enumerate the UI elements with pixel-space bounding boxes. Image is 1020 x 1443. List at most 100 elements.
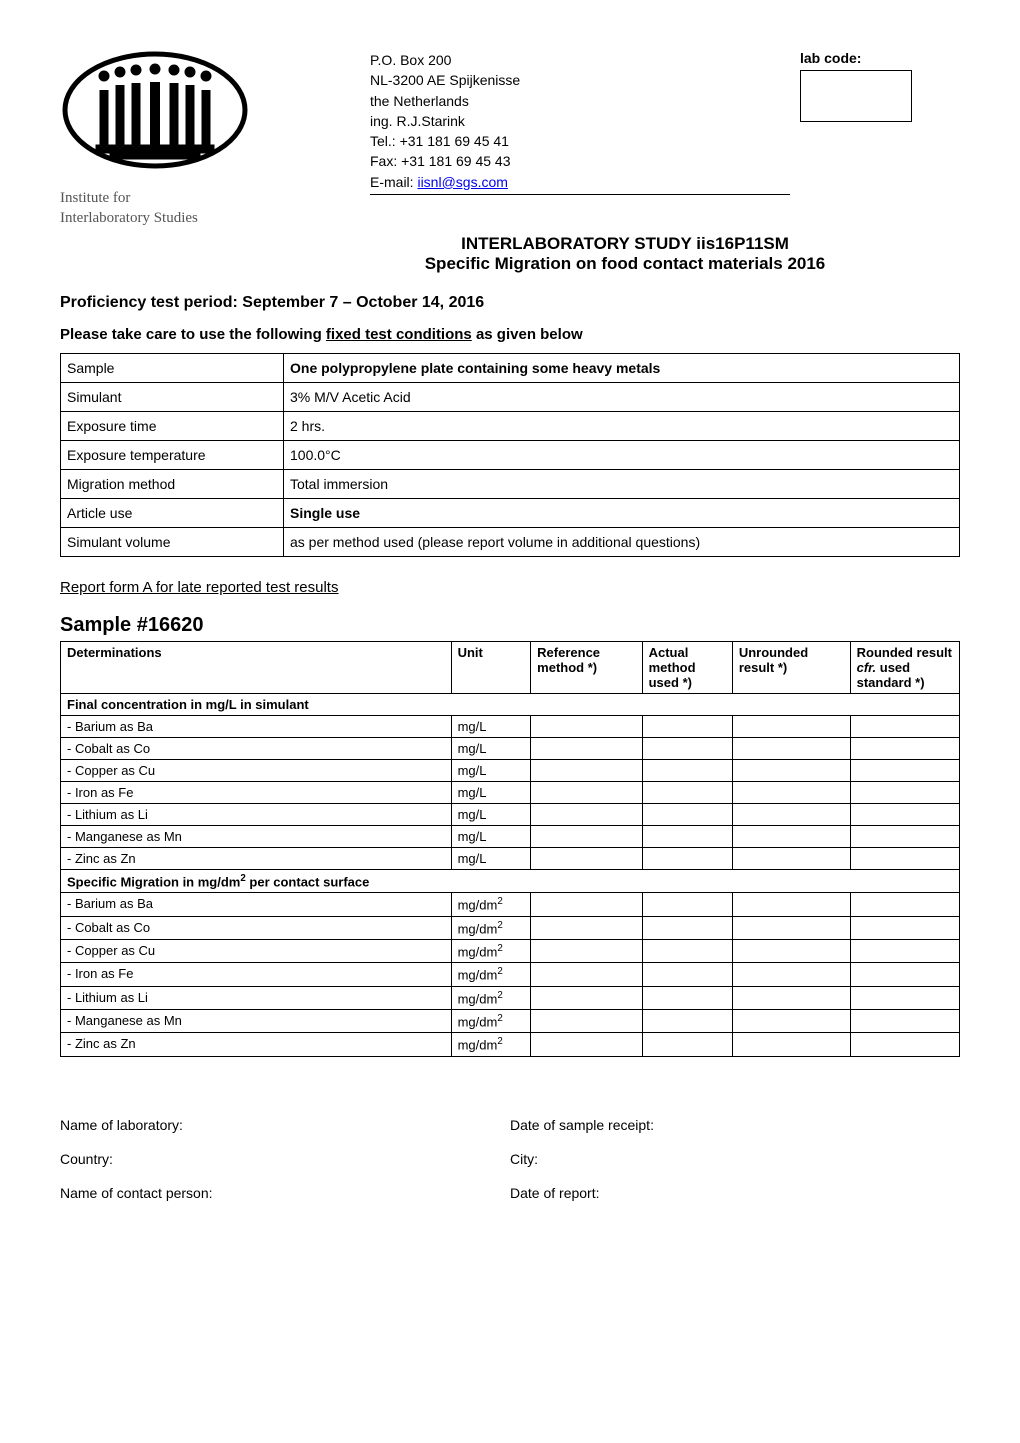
table-header-row: Determinations Unit Reference method *) … xyxy=(61,642,960,694)
footer-city: City: xyxy=(510,1151,960,1167)
addr-email-line: E-mail: iisnl@sgs.com xyxy=(370,172,790,192)
result-input-cell[interactable] xyxy=(732,782,850,804)
result-input-cell[interactable] xyxy=(531,738,642,760)
result-input-cell[interactable] xyxy=(850,1033,959,1056)
condition-value: 3% M/V Acetic Acid xyxy=(284,383,960,412)
determination-name: - Zinc as Zn xyxy=(61,848,452,870)
footer-contact: Name of contact person: xyxy=(60,1185,510,1201)
condition-key: Article use xyxy=(61,499,284,528)
addr-pobox: P.O. Box 200 xyxy=(370,50,790,70)
result-input-cell[interactable] xyxy=(642,1009,732,1032)
result-input-cell[interactable] xyxy=(850,893,959,916)
result-input-cell[interactable] xyxy=(642,848,732,870)
result-input-cell[interactable] xyxy=(642,963,732,986)
logo-block: Institute for Interlaboratory Studies xyxy=(60,50,290,228)
table-row: - Copper as Cumg/L xyxy=(61,760,960,782)
result-input-cell[interactable] xyxy=(642,782,732,804)
unit-cell: mg/dm2 xyxy=(451,1009,531,1032)
addr-fax: Fax: +31 181 69 45 43 xyxy=(370,151,790,171)
unit-cell: mg/L xyxy=(451,826,531,848)
email-link[interactable]: iisnl@sgs.com xyxy=(417,174,507,190)
result-input-cell[interactable] xyxy=(531,782,642,804)
unit-cell: mg/dm2 xyxy=(451,1033,531,1056)
result-input-cell[interactable] xyxy=(642,760,732,782)
result-input-cell[interactable] xyxy=(850,782,959,804)
condition-key: Exposure temperature xyxy=(61,441,284,470)
determination-name: - Cobalt as Co xyxy=(61,738,452,760)
condition-row: Exposure time2 hrs. xyxy=(61,412,960,441)
title-line2: Specific Migration on food contact mater… xyxy=(290,254,960,274)
labcode-input-box[interactable] xyxy=(800,70,912,122)
result-input-cell[interactable] xyxy=(642,1033,732,1056)
result-input-cell[interactable] xyxy=(732,738,850,760)
care-underline: fixed test conditions xyxy=(326,326,472,343)
determination-name: - Barium as Ba xyxy=(61,716,452,738)
condition-key: Exposure time xyxy=(61,412,284,441)
result-input-cell[interactable] xyxy=(732,986,850,1009)
addr-contact: ing. R.J.Starink xyxy=(370,111,790,131)
result-input-cell[interactable] xyxy=(732,963,850,986)
result-input-cell[interactable] xyxy=(850,716,959,738)
unit-cell: mg/L xyxy=(451,716,531,738)
result-input-cell[interactable] xyxy=(732,848,850,870)
condition-value: Total immersion xyxy=(284,470,960,499)
title-line1: INTERLABORATORY STUDY iis16P11SM xyxy=(290,234,960,254)
result-input-cell[interactable] xyxy=(732,826,850,848)
result-input-cell[interactable] xyxy=(642,916,732,939)
result-input-cell[interactable] xyxy=(732,760,850,782)
result-input-cell[interactable] xyxy=(531,760,642,782)
result-input-cell[interactable] xyxy=(531,916,642,939)
table-row: - Lithium as Limg/L xyxy=(61,804,960,826)
table-row: - Lithium as Limg/dm2 xyxy=(61,986,960,1009)
result-input-cell[interactable] xyxy=(850,760,959,782)
result-input-cell[interactable] xyxy=(732,893,850,916)
result-input-cell[interactable] xyxy=(732,1009,850,1032)
th-rounded: Rounded result cfr. used standard *) xyxy=(850,642,959,694)
sample-heading: Sample #16620 xyxy=(60,614,960,637)
result-input-cell[interactable] xyxy=(642,804,732,826)
result-input-cell[interactable] xyxy=(850,916,959,939)
table-row: - Barium as Bamg/dm2 xyxy=(61,893,960,916)
result-input-cell[interactable] xyxy=(642,738,732,760)
result-input-cell[interactable] xyxy=(531,893,642,916)
report-form-a-heading: Report form A for late reported test res… xyxy=(60,579,960,596)
result-input-cell[interactable] xyxy=(531,804,642,826)
condition-key: Sample xyxy=(61,354,284,383)
result-input-cell[interactable] xyxy=(850,848,959,870)
result-input-cell[interactable] xyxy=(732,804,850,826)
result-input-cell[interactable] xyxy=(642,716,732,738)
result-input-cell[interactable] xyxy=(642,986,732,1009)
condition-value: One polypropylene plate containing some … xyxy=(284,354,960,383)
result-input-cell[interactable] xyxy=(531,716,642,738)
determination-name: - Cobalt as Co xyxy=(61,916,452,939)
result-input-cell[interactable] xyxy=(531,1033,642,1056)
care-pre: Please take care to use the following xyxy=(60,326,326,343)
result-input-cell[interactable] xyxy=(850,939,959,962)
result-input-cell[interactable] xyxy=(850,986,959,1009)
result-input-cell[interactable] xyxy=(732,939,850,962)
result-input-cell[interactable] xyxy=(642,826,732,848)
result-input-cell[interactable] xyxy=(850,804,959,826)
result-input-cell[interactable] xyxy=(531,1009,642,1032)
determination-name: - Iron as Fe xyxy=(61,963,452,986)
result-input-cell[interactable] xyxy=(531,963,642,986)
result-input-cell[interactable] xyxy=(531,986,642,1009)
result-input-cell[interactable] xyxy=(850,1009,959,1032)
condition-row: Simulant3% M/V Acetic Acid xyxy=(61,383,960,412)
result-input-cell[interactable] xyxy=(732,1033,850,1056)
result-input-cell[interactable] xyxy=(531,826,642,848)
result-input-cell[interactable] xyxy=(732,716,850,738)
result-input-cell[interactable] xyxy=(850,963,959,986)
result-input-cell[interactable] xyxy=(531,848,642,870)
unit-cell: mg/dm2 xyxy=(451,986,531,1009)
email-label: E-mail: xyxy=(370,174,417,190)
result-input-cell[interactable] xyxy=(850,738,959,760)
result-input-cell[interactable] xyxy=(732,916,850,939)
condition-key: Simulant xyxy=(61,383,284,412)
condition-value: 2 hrs. xyxy=(284,412,960,441)
result-input-cell[interactable] xyxy=(642,893,732,916)
determination-name: - Iron as Fe xyxy=(61,782,452,804)
result-input-cell[interactable] xyxy=(531,939,642,962)
result-input-cell[interactable] xyxy=(850,826,959,848)
result-input-cell[interactable] xyxy=(642,939,732,962)
